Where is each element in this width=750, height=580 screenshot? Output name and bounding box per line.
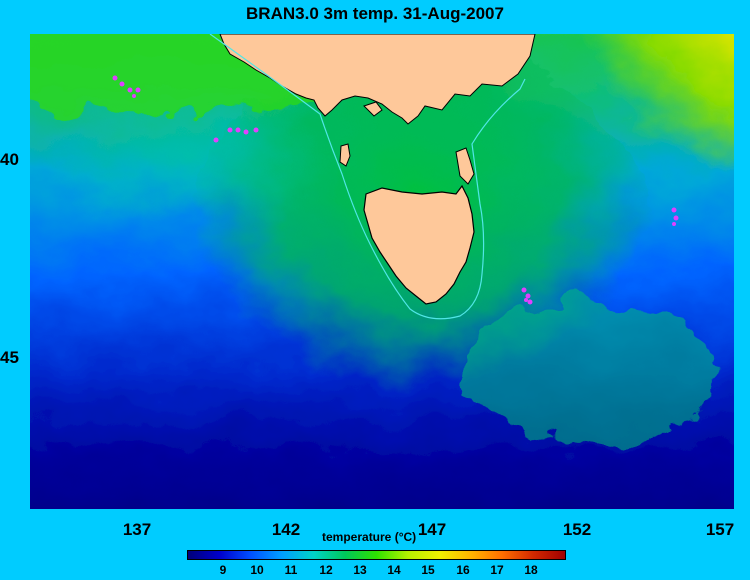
temperature-map bbox=[30, 34, 734, 509]
colorbar-tick-label: 16 bbox=[456, 563, 470, 577]
x-tick-label: 152 bbox=[562, 520, 592, 539]
colorbar-tick-label: 15 bbox=[421, 563, 435, 577]
colorbar-tick-label: 10 bbox=[250, 563, 264, 577]
y-tick-label: 40 bbox=[0, 150, 19, 169]
colorbar-tick-label: 17 bbox=[490, 563, 504, 577]
colorbar bbox=[187, 550, 566, 560]
colorbar-tick-label: 13 bbox=[353, 563, 367, 577]
x-tick-label: 147 bbox=[417, 520, 447, 539]
colorbar-tick-label: 9 bbox=[219, 563, 227, 577]
flinders-island bbox=[455, 147, 475, 185]
y-tick-label: 45 bbox=[0, 348, 19, 367]
x-tick-label: 137 bbox=[122, 520, 152, 539]
x-tick-label: 157 bbox=[705, 520, 735, 539]
x-tick-label: 142 bbox=[271, 520, 301, 539]
king-island bbox=[339, 143, 351, 167]
tasmania-landmass bbox=[363, 184, 475, 305]
colorbar-tick-label: 18 bbox=[524, 563, 538, 577]
colorbar-title: temperature (°C) bbox=[322, 530, 417, 544]
drifter-markers bbox=[112, 75, 679, 305]
mainland-landmass bbox=[219, 34, 536, 125]
colorbar-tick-label: 14 bbox=[387, 563, 401, 577]
isobath-contour bbox=[209, 34, 526, 320]
island-small bbox=[363, 101, 383, 117]
colorbar-tick-label: 11 bbox=[284, 563, 298, 577]
colorbar-tick-label: 12 bbox=[319, 563, 333, 577]
map-area bbox=[30, 34, 734, 509]
map-title: BRAN3.0 3m temp. 31-Aug-2007 bbox=[246, 4, 504, 23]
